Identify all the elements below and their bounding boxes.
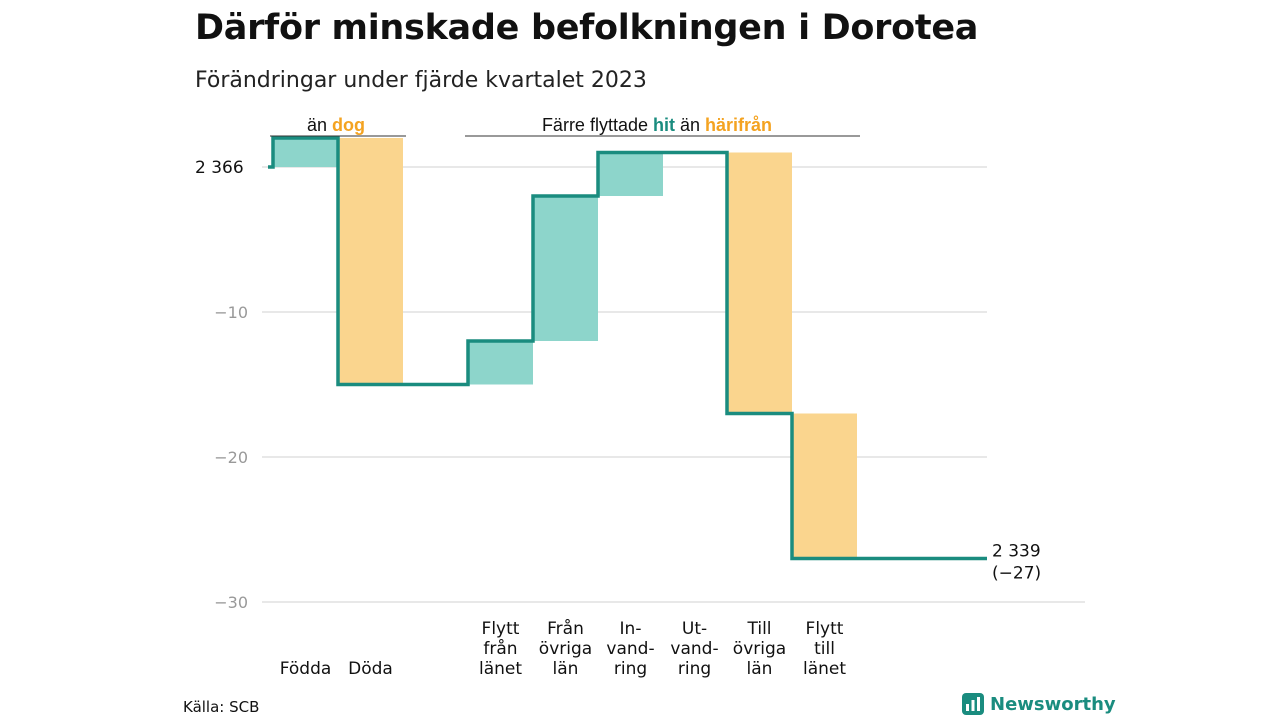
category-label: till: [814, 639, 835, 659]
category-label: In-: [620, 619, 642, 639]
logo-text: Newsworthy: [990, 693, 1116, 715]
category-label: ring: [614, 659, 647, 679]
annotation-word-harifran: härifrån: [705, 115, 772, 135]
category-label: vand-: [670, 639, 718, 659]
category-label: Ut-: [682, 619, 707, 639]
logo-icon: [962, 693, 984, 715]
annotation-migration: Färre flyttade hit än härifrån: [542, 115, 772, 135]
annotation-prefix: än: [307, 115, 332, 135]
annotation-middle: än: [675, 115, 705, 135]
category-label: övriga: [539, 639, 592, 659]
category-label: ring: [678, 659, 711, 679]
category-label: länet: [803, 659, 846, 679]
start-value-label: 2 366: [195, 158, 244, 178]
category-label: län: [553, 659, 579, 679]
waterfall-bar: [533, 196, 598, 341]
cumulative-step-line: [268, 136, 987, 561]
annotation-word-dog: dog: [332, 115, 365, 135]
waterfall-bar: [598, 152, 663, 196]
category-label: Från: [547, 618, 584, 639]
category-label: vand-: [606, 639, 654, 659]
category-label: länet: [479, 659, 522, 679]
waterfall-bar: [792, 413, 857, 559]
category-label: Flytt: [482, 619, 520, 639]
newsworthy-logo: Newsworthy: [962, 693, 1116, 715]
category-label: Döda: [348, 659, 393, 679]
y-tick-label: −10: [214, 303, 248, 322]
waterfall-bar: [338, 138, 403, 385]
category-label: Till: [746, 619, 771, 639]
category-label: Födda: [280, 659, 332, 679]
annotation-prefix: Färre flyttade: [542, 115, 653, 135]
chart-subtitle: Förändringar under fjärde kvartalet 2023: [195, 68, 647, 93]
category-label: övriga: [733, 639, 786, 659]
annotation-natural: än dog: [307, 115, 365, 135]
annotation-word-hit: hit: [653, 115, 675, 135]
y-tick-label: −30: [214, 593, 248, 612]
end-change-label: (−27): [992, 564, 1041, 584]
end-value-label: 2 339: [992, 542, 1041, 562]
chart-title: Därför minskade befolkningen i Dorotea: [195, 8, 979, 48]
category-label: län: [747, 659, 773, 679]
source-note: Källa: SCB: [183, 698, 260, 716]
waterfall-bar: [468, 341, 533, 385]
category-label: Flytt: [806, 619, 844, 639]
y-tick-label: −20: [214, 448, 248, 467]
waterfall-bar: [273, 138, 338, 167]
waterfall-bar: [727, 152, 792, 414]
category-label: från: [483, 638, 517, 659]
